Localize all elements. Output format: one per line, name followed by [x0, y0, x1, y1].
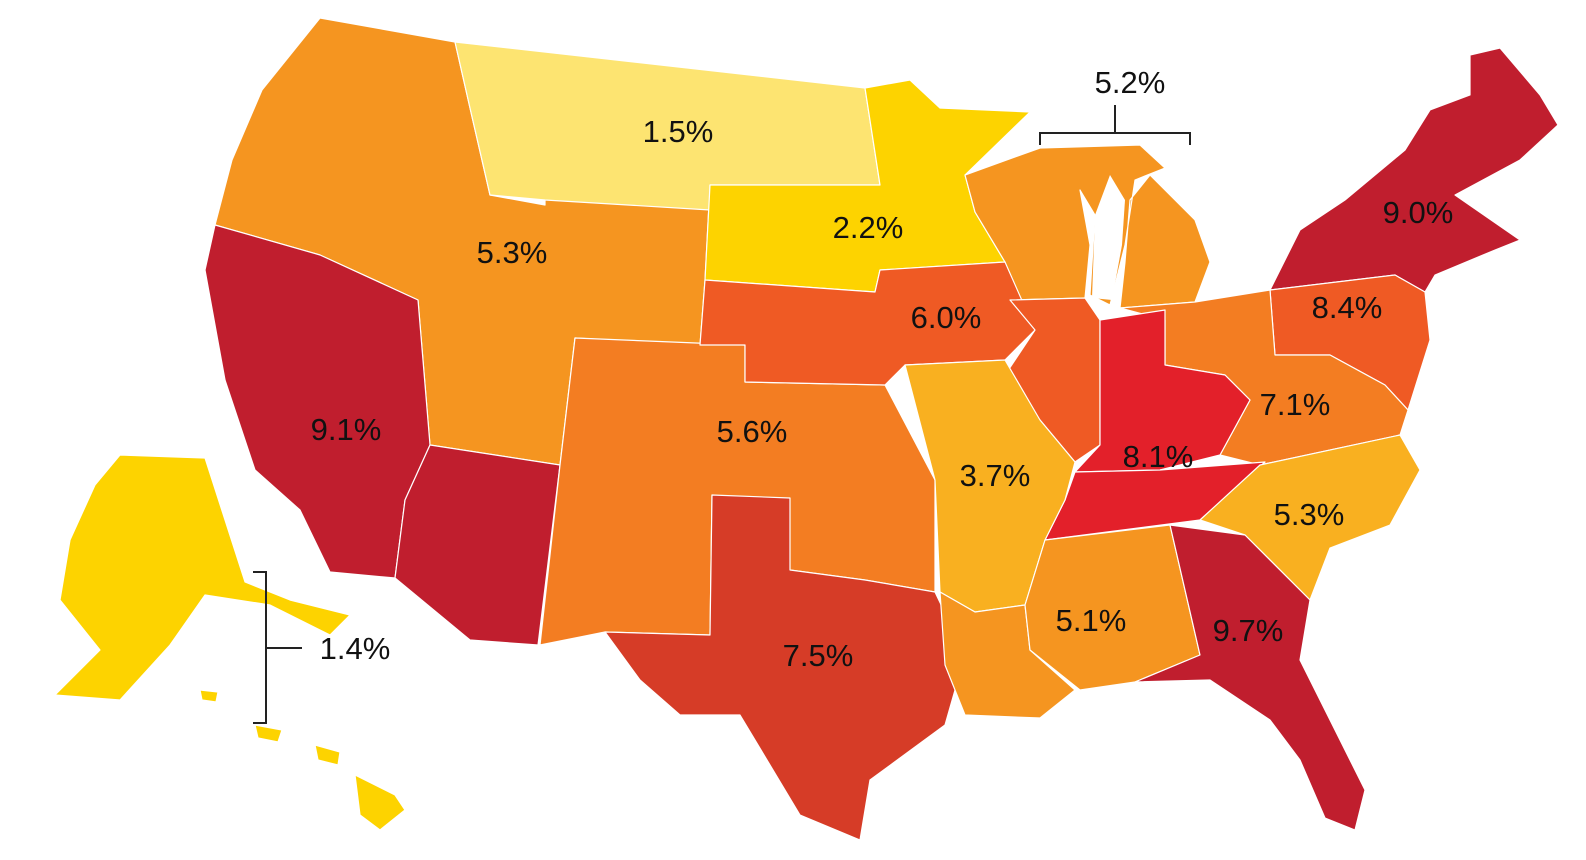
region-hawaii-maui [314, 744, 341, 766]
region-hawaii-big-island [354, 774, 406, 831]
region-hawaii-oahu [254, 724, 283, 743]
region-indiana-kentucky [1074, 309, 1251, 473]
region-texas [604, 494, 966, 841]
region-georgia-florida [1134, 524, 1366, 831]
bracket-great-lakes [1039, 105, 1191, 145]
brackets [253, 105, 1191, 724]
region-california-nevada [204, 224, 431, 579]
region-louisiana [939, 591, 1076, 719]
region-arizona [394, 444, 561, 646]
label-pacific-northwest: 5.3% [477, 235, 548, 270]
region-hawaii-kauai [199, 689, 219, 703]
bracket-alaska-hawaii [253, 571, 302, 724]
label-central-plains: 5.6% [717, 414, 788, 449]
label-wisconsin-michigan: 5.2% [1095, 65, 1166, 100]
label-missouri-arkansas: 3.7% [960, 458, 1031, 493]
label-texas: 7.5% [783, 638, 854, 673]
label-iowa-nebraska: 6.0% [911, 300, 982, 335]
region-carolinas [1199, 434, 1421, 601]
label-georgia-florida: 9.7% [1213, 613, 1284, 648]
label-virginia-west-virginia: 7.1% [1260, 387, 1331, 422]
label-indiana-kentucky: 8.1% [1123, 439, 1194, 474]
label-pennsylvania-new-jersey: 8.4% [1312, 290, 1383, 325]
label-deep-south: 5.1% [1056, 603, 1127, 638]
region-alaska [54, 454, 351, 701]
region-new-england-new-york [1269, 47, 1559, 293]
label-minnesota-south-dakota: 2.2% [833, 210, 904, 245]
label-alaska-hawaii: 1.4% [320, 631, 391, 666]
label-california-nevada: 9.1% [311, 412, 382, 447]
lake-michigan-water [1092, 175, 1125, 300]
label-new-england-new-york: 9.0% [1383, 195, 1454, 230]
label-carolinas: 5.3% [1274, 497, 1345, 532]
value-labels: 5.3% 1.5% 2.2% 5.2% 9.0% 9.1% 5.6% 6.0% … [311, 65, 1454, 673]
label-northern-plains: 1.5% [643, 114, 714, 149]
state-shapes [54, 17, 1559, 841]
